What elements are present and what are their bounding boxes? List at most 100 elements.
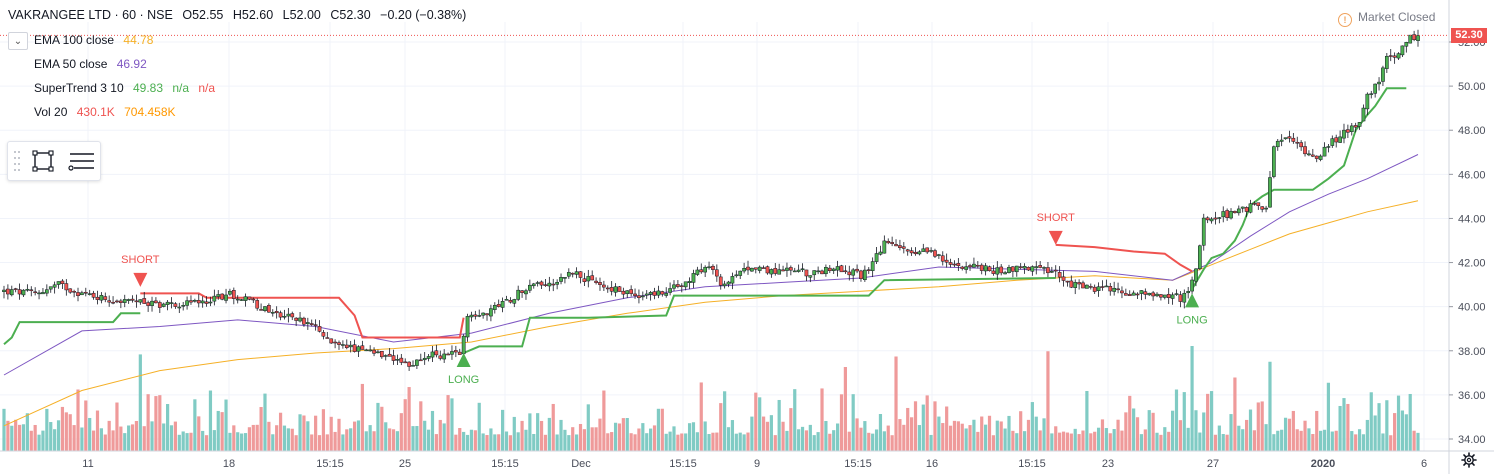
low-value: 52.00 xyxy=(289,8,321,22)
signals: SHORT LONG SHORT LONG xyxy=(121,212,1207,386)
volume-bar xyxy=(980,416,984,451)
candle-body xyxy=(465,316,470,338)
volume-bar xyxy=(1058,432,1062,451)
volume-bar xyxy=(21,424,26,451)
legend-ema50[interactable]: EMA 50 close 46.92 xyxy=(34,55,153,73)
volume-bar xyxy=(1069,433,1073,451)
candle-body xyxy=(189,300,193,303)
volume-bar xyxy=(906,407,910,451)
volume-bar xyxy=(835,423,840,451)
candle-body xyxy=(1221,211,1226,218)
volume-bar xyxy=(1283,417,1288,451)
volume-bar xyxy=(84,400,88,451)
open-value: 52.55 xyxy=(192,8,224,22)
candle-body xyxy=(1198,245,1202,269)
object-tree-icon[interactable] xyxy=(68,151,96,173)
candle-body xyxy=(1201,217,1206,246)
legend-volume[interactable]: Vol 20 430.1K 704.458K xyxy=(34,103,182,121)
volume-bar xyxy=(146,394,150,451)
last-price-tag: 52.30 xyxy=(1451,27,1487,43)
volume-bar xyxy=(25,413,29,451)
candle-body xyxy=(477,315,482,317)
volume-bar xyxy=(1404,414,1408,451)
volume-bar xyxy=(115,402,119,451)
volume-bar xyxy=(524,429,528,451)
candle-body xyxy=(703,266,708,273)
volume-bar xyxy=(1093,431,1097,451)
x-tick-label: 11 xyxy=(82,458,93,470)
supertrend-label: SuperTrend 3 10 xyxy=(34,81,124,95)
volume-bar xyxy=(816,432,820,451)
candle-body xyxy=(676,284,680,287)
candle-body xyxy=(1381,67,1385,82)
gear-icon[interactable] xyxy=(1461,452,1477,468)
volume-bar xyxy=(598,418,602,451)
candle-body xyxy=(1100,286,1105,288)
candle-body xyxy=(629,289,633,294)
volume-bar xyxy=(220,412,224,451)
volume-bar xyxy=(754,392,758,451)
candle-body xyxy=(964,266,968,270)
candle-body xyxy=(1377,81,1381,85)
volume-bar xyxy=(586,404,590,451)
volume-bar xyxy=(321,409,326,451)
volume-bar xyxy=(1319,430,1323,451)
candle-body xyxy=(1143,291,1148,295)
candle-body xyxy=(937,254,941,256)
candle-body xyxy=(555,282,559,285)
drag-handle-icon[interactable] xyxy=(14,151,20,171)
change-value: −0.20 (−0.38%) xyxy=(380,8,467,22)
candle-body xyxy=(1170,294,1175,299)
volume-bar xyxy=(610,432,614,451)
volume-bar xyxy=(1369,392,1373,451)
volume-bar xyxy=(532,433,536,451)
volume-bar xyxy=(310,434,314,451)
candle-body xyxy=(644,293,649,296)
volume-bar xyxy=(162,423,166,451)
volume-bar xyxy=(197,416,201,451)
volume-bar xyxy=(368,425,372,451)
candle-body xyxy=(917,251,922,255)
candle-body xyxy=(824,267,828,275)
candle-body xyxy=(1127,294,1132,296)
candle-body xyxy=(594,280,598,283)
volume-bar xyxy=(1400,410,1405,451)
candle-body xyxy=(652,291,657,296)
candle-body xyxy=(886,240,891,244)
candle-body xyxy=(489,308,493,317)
candle-body xyxy=(1007,266,1011,274)
volume-bar xyxy=(520,420,524,451)
candle-body xyxy=(512,299,517,304)
candle-body xyxy=(613,286,618,293)
supertrend-na-2: n/a xyxy=(198,81,216,95)
legend-ema100[interactable]: EMA 100 close 44.78 xyxy=(34,31,159,49)
candle-body xyxy=(1053,269,1058,272)
candle-body xyxy=(95,296,100,300)
rectangle-tool-icon[interactable] xyxy=(32,150,54,172)
collapse-legend-button[interactable]: ⌄ xyxy=(8,32,28,50)
candle-body xyxy=(1260,206,1265,210)
volume-bar xyxy=(130,424,135,451)
x-tick-label: 6 xyxy=(1421,458,1427,470)
candle-body xyxy=(282,315,287,318)
candle-body xyxy=(1081,282,1085,289)
candle-body xyxy=(563,277,567,279)
candle-body xyxy=(450,351,454,355)
candle-body xyxy=(270,312,275,314)
candle-body xyxy=(130,298,135,301)
volume-bar xyxy=(228,432,232,451)
volume-bar xyxy=(485,435,489,451)
x-tick-label: 27 xyxy=(1207,458,1219,470)
volume-bar xyxy=(1104,428,1108,451)
candle-body xyxy=(792,270,797,273)
volume-bar xyxy=(372,431,376,451)
volume-bar xyxy=(1186,427,1190,451)
candle-body xyxy=(360,345,365,350)
legend-supertrend[interactable]: SuperTrend 3 10 49.83 n/a n/a xyxy=(34,79,221,97)
volume-bar xyxy=(637,428,641,451)
volume-bar xyxy=(290,428,294,451)
symbol-header: VAKRANGEE LTD · 60 · NSE O52.55 H52.60 L… xyxy=(8,6,472,24)
volume-bar xyxy=(395,431,400,451)
